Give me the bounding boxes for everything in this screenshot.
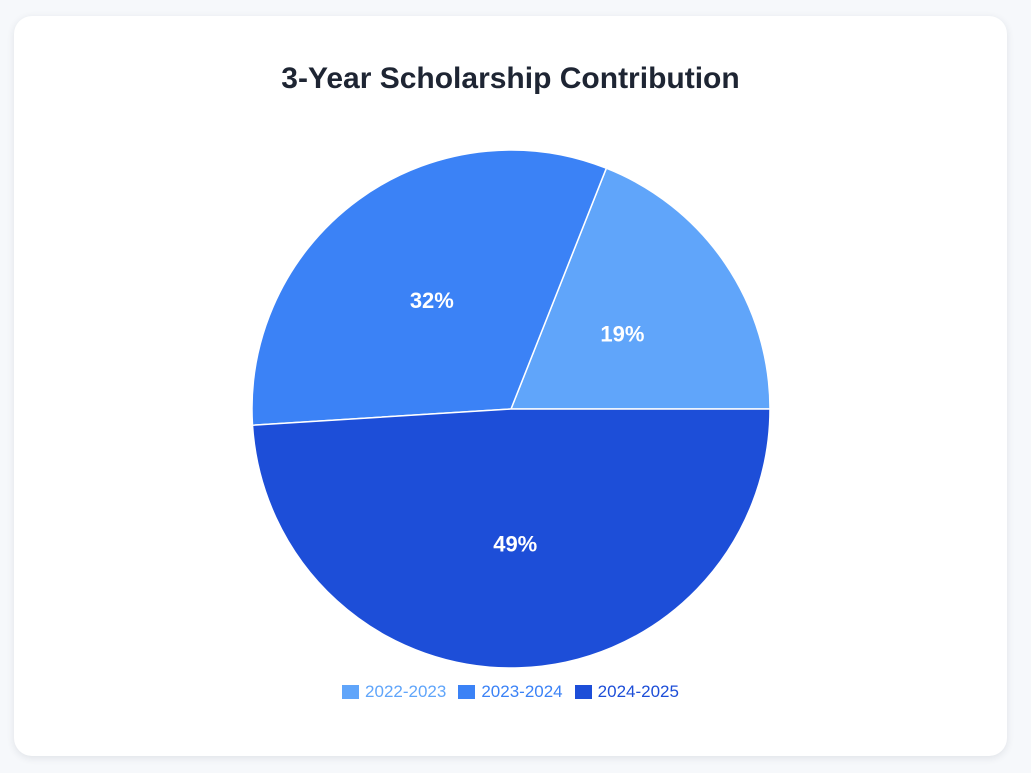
legend-swatch [458,685,476,699]
legend: 2022-2023 2023-2024 2024-2025 [14,682,1007,702]
legend-item-2023-2024[interactable]: 2023-2024 [458,682,563,702]
pie-slice-2022-2023[interactable] [509,167,771,410]
pie-slice-2023-2024[interactable] [251,149,608,427]
legend-swatch [342,685,360,699]
chart-card: 3-Year Scholarship Contribution 19% 32% 49… [14,16,1007,756]
legend-item-2024-2025[interactable]: 2024-2025 [574,682,679,702]
pie-slice-2024-2025[interactable] [251,408,771,669]
chart-title: 3-Year Scholarship Contribution [281,62,740,95]
legend-swatch [574,685,592,699]
pie-chart: 19% 32% 49% [251,149,771,669]
legend-label: 2022-2023 [365,682,447,701]
slice-label-2024-2025: 49% [493,532,537,557]
legend-item-2022-2023[interactable]: 2022-2023 [342,682,446,702]
slice-label-2023-2024: 32% [410,288,454,313]
legend-label: 2024-2025 [597,682,679,701]
legend-label: 2023-2024 [481,682,563,701]
slice-label-2022-2023: 19% [600,321,644,346]
